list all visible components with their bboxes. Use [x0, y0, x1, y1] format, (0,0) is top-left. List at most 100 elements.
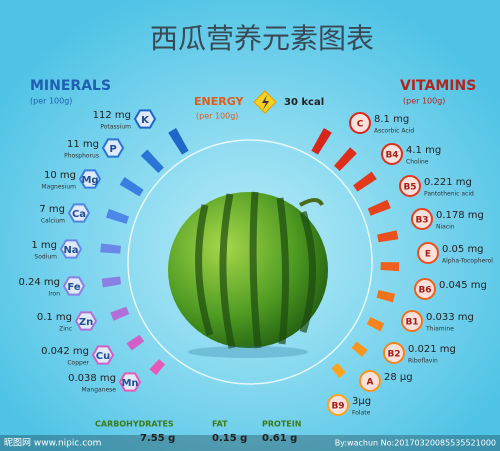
- mineral-name: Iron: [48, 291, 60, 298]
- vitamin-name: Alpha-Tocopherol: [442, 258, 493, 265]
- mineral-icon: [62, 276, 86, 296]
- mineral-bar: [126, 334, 145, 351]
- vitamins-unit: (per 100g): [403, 97, 445, 106]
- mineral-symbol: Ca: [72, 209, 86, 220]
- vitamin-icon: [359, 370, 381, 392]
- vitamin-name: Riboflavin: [408, 358, 438, 365]
- vitamin-icon: [327, 394, 349, 416]
- mineral-symbol: Mn: [121, 378, 138, 389]
- mineral-icon: [74, 311, 98, 331]
- mineral-amount: 0.1 mg: [37, 312, 72, 323]
- mineral-symbol: Cu: [96, 351, 110, 362]
- macro-name: FAT: [212, 420, 228, 429]
- vitamin-symbol: B9: [331, 402, 344, 412]
- mineral-name: Copper: [67, 360, 89, 367]
- mineral-icon: [101, 138, 125, 158]
- mineral-bar: [101, 276, 122, 288]
- mineral-bar: [119, 177, 144, 197]
- watermark-left: 昵图网 www.nipic.com: [4, 438, 101, 449]
- macro-name: PROTEIN: [262, 420, 301, 429]
- watermark-right: By:wachun No:20170320085535521000: [335, 439, 496, 448]
- vitamin-symbol: B5: [403, 183, 416, 193]
- mineral-icon: [133, 109, 157, 129]
- mineral-bar: [100, 243, 122, 254]
- mineral-symbol: Fe: [67, 282, 80, 293]
- energy-heading: ENERGY: [194, 95, 244, 108]
- watermark-bar: [0, 435, 500, 451]
- mineral-icon: [78, 169, 102, 189]
- mineral-symbol: Mg: [81, 175, 98, 186]
- vitamin-icon: [414, 278, 436, 300]
- macro-amount: 7.55 g: [140, 433, 175, 444]
- mineral-icon: [59, 239, 83, 259]
- vitamin-amount: 28 µg: [384, 372, 413, 383]
- vitamin-amount: 0.05 mg: [442, 244, 484, 255]
- vitamin-amount: 0.033 mg: [426, 312, 474, 323]
- vitamin-symbol: B2: [387, 350, 400, 360]
- vitamin-bar: [353, 171, 377, 192]
- vitamin-bar: [351, 341, 368, 357]
- mineral-name: Zinc: [59, 326, 72, 333]
- mineral-name: Calcium: [41, 218, 65, 225]
- mineral-amount: 112 mg: [93, 110, 131, 121]
- mineral-symbol: K: [141, 115, 150, 126]
- macro-name: CARBOHYDRATES: [95, 420, 174, 429]
- vitamin-name: Pantothenic acid: [424, 191, 474, 198]
- macro-amount: 0.61 g: [262, 433, 297, 444]
- mineral-name: Magnesium: [41, 184, 76, 191]
- mineral-amount: 7 mg: [39, 204, 65, 215]
- vitamin-name: Niacin: [436, 224, 455, 231]
- energy-amount: 30 kcal: [284, 97, 324, 108]
- mineral-symbol: P: [109, 144, 116, 155]
- vitamin-icon: [417, 242, 439, 264]
- vitamin-icon: [383, 342, 405, 364]
- mineral-name: Potassium: [100, 124, 131, 131]
- vitamin-icon: [401, 310, 423, 332]
- bolt: [262, 95, 269, 110]
- mineral-icon: [67, 203, 91, 223]
- vitamin-bar: [366, 316, 385, 332]
- mineral-amount: 0.042 mg: [41, 346, 89, 357]
- vitamin-name: Folate: [352, 410, 371, 417]
- mineral-bar: [140, 149, 164, 174]
- vitamin-amount: 0.221 mg: [424, 177, 472, 188]
- energy-unit: (per 100g): [196, 112, 238, 121]
- vitamin-bar: [376, 290, 396, 303]
- vitamin-bar: [311, 128, 332, 155]
- mineral-icon: [118, 372, 142, 392]
- vitamin-bar: [333, 147, 357, 172]
- vitamin-bar: [367, 199, 391, 216]
- mineral-amount: 1 mg: [31, 240, 57, 251]
- minerals-heading: MINERALS: [30, 78, 111, 94]
- mineral-symbol: Zn: [79, 317, 93, 328]
- vitamin-amount: 8.1 mg: [374, 114, 409, 125]
- vitamin-symbol: B6: [418, 286, 431, 296]
- mineral-bar: [105, 208, 130, 224]
- vitamin-icon: [411, 208, 433, 230]
- minerals-unit: (per 100g): [30, 97, 72, 106]
- mineral-bar: [149, 359, 166, 376]
- vitamin-amount: 0.178 mg: [436, 210, 484, 221]
- vitamin-bar: [331, 362, 346, 378]
- vitamin-amount: 0.021 mg: [408, 344, 456, 355]
- mineral-amount: 0.038 mg: [68, 373, 116, 384]
- vitamin-bar: [377, 230, 399, 243]
- vitamin-icon: [381, 143, 403, 165]
- vitamin-symbol: B4: [385, 151, 398, 161]
- mineral-name: Manganese: [82, 387, 117, 394]
- mineral-symbol: Na: [63, 245, 78, 256]
- watermelon: [168, 191, 328, 358]
- vitamin-amount: 0.045 mg: [439, 280, 487, 291]
- vitamins-heading: VITAMINS: [400, 78, 476, 94]
- mineral-bar: [168, 128, 189, 155]
- mineral-name: Phosphorus: [64, 153, 99, 160]
- vitamin-icon: [399, 175, 421, 197]
- title: 西瓜营养元素图表: [150, 22, 374, 55]
- vitamin-amount: 3µg: [352, 396, 371, 407]
- vitamin-symbol: E: [425, 250, 431, 260]
- vitamin-symbol: A: [367, 378, 374, 388]
- mineral-amount: 0.24 mg: [18, 277, 60, 288]
- vitamin-name: Choline: [406, 159, 429, 166]
- mineral-bar: [110, 306, 130, 321]
